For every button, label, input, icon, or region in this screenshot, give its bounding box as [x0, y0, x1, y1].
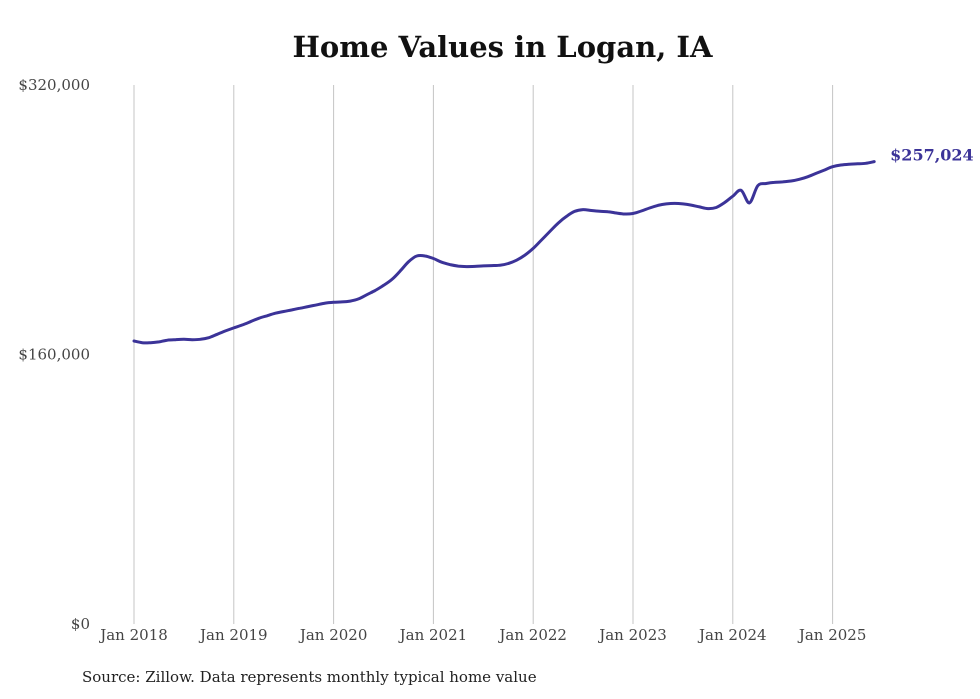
y-tick-label: $320,000	[18, 76, 90, 94]
x-axis-tick-labels: Jan 2018 Jan 2019 Jan 2020 Jan 2021 Jan 2022…	[98, 626, 866, 644]
source-note: Source: Zillow. Data represents monthly …	[82, 668, 537, 686]
x-tick-label: Jan 2021	[398, 626, 468, 644]
series-line	[132, 160, 876, 345]
x-tick-label: Jan 2019	[198, 626, 268, 644]
y-axis-tick-labels: $0 $160,000 $320,000	[18, 76, 90, 633]
x-tick-label: Jan 2022	[497, 626, 567, 644]
y-tick-label: $160,000	[18, 346, 90, 364]
x-tick-label: Jan 2024	[697, 626, 767, 644]
x-tick-label: Jan 2025	[797, 626, 867, 644]
series-layer: $257,024	[132, 146, 974, 345]
grid-lines	[133, 85, 834, 624]
x-tick-label: Jan 2020	[298, 626, 368, 644]
y-tick-label: $0	[71, 615, 90, 633]
x-tick-label: Jan 2023	[597, 626, 667, 644]
x-tick-label: Jan 2018	[98, 626, 168, 644]
end-value-label: $257,024	[890, 146, 974, 165]
chart-title: Home Values in Logan, IA	[292, 30, 713, 64]
